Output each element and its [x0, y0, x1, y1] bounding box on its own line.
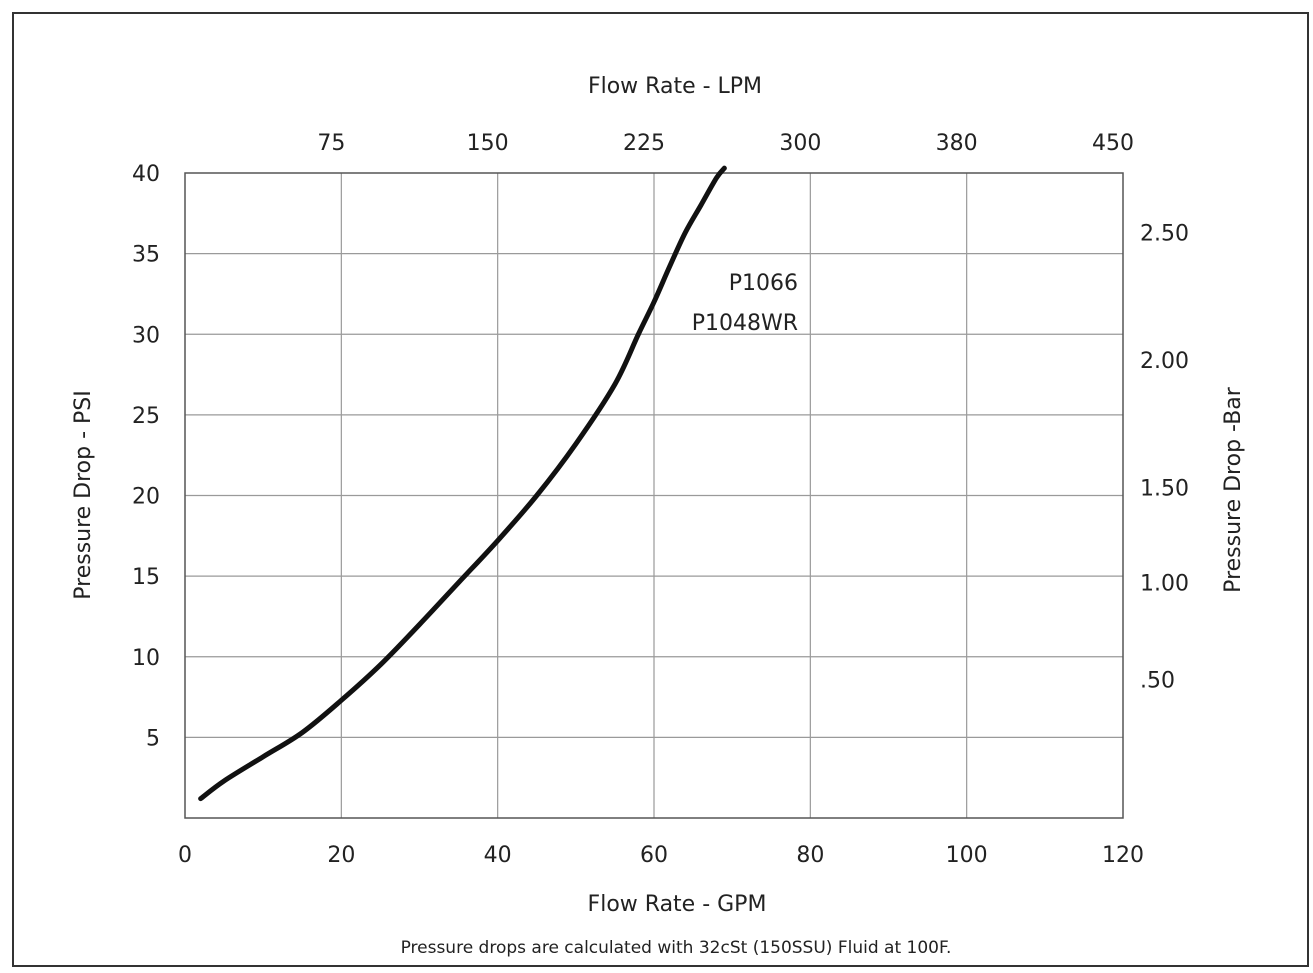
- y-tick-label: 30: [132, 323, 160, 348]
- y2-tick-label: 1.00: [1140, 572, 1189, 597]
- y2-tick-label: 2.00: [1140, 349, 1189, 374]
- series-line: [198, 165, 727, 802]
- y-axis-label: Pressure Drop - PSI: [71, 390, 96, 600]
- y2-tick-label: 2.50: [1140, 222, 1189, 247]
- y-tick-label: 20: [132, 485, 160, 510]
- x-axis-label: Flow Rate - GPM: [588, 892, 767, 917]
- y2-axis-label: Pressure Drop -Bar: [1221, 386, 1246, 593]
- y2-tick-label: .50: [1140, 668, 1175, 693]
- plot-area-border: [184, 172, 1124, 819]
- x-tick-label: 0: [178, 843, 192, 868]
- y-tick-label: 40: [132, 162, 160, 187]
- x-axis-ticks: 0 20 40 60 80 100 120: [178, 843, 1144, 868]
- footnote: Pressure drops are calculated with 32cSt…: [401, 938, 952, 958]
- chart-frame: [12, 12, 1309, 967]
- x2-tick-label: 225: [623, 131, 665, 156]
- y-tick-label: 10: [132, 646, 160, 671]
- x-tick-label: 40: [484, 843, 512, 868]
- x-tick-label: 80: [796, 843, 824, 868]
- y2-tick-label: 1.50: [1140, 476, 1189, 501]
- x2-tick-label: 150: [467, 131, 509, 156]
- y-tick-label: 5: [146, 726, 160, 751]
- x2-tick-label: 300: [779, 131, 821, 156]
- x2-tick-label: 75: [317, 131, 345, 156]
- y-tick-label: 35: [132, 243, 160, 268]
- x-tick-label: 60: [640, 843, 668, 868]
- y-tick-label: 25: [132, 404, 160, 429]
- y-axis-ticks: 5 10 15 20 25 30 35 40: [132, 162, 160, 751]
- x-tick-label: 120: [1102, 843, 1144, 868]
- y2-axis-ticks: .50 1.00 1.50 2.00 2.50: [1140, 222, 1189, 694]
- x2-tick-label: 380: [936, 131, 978, 156]
- x2-tick-label: 450: [1092, 131, 1134, 156]
- y-tick-label: 15: [132, 565, 160, 590]
- curve-label-p1048wr: P1048WR: [692, 311, 798, 336]
- x2-axis-ticks: 75 150 225 300 380 450: [317, 131, 1134, 156]
- x-tick-label: 20: [327, 843, 355, 868]
- grid: [185, 173, 1123, 818]
- x-tick-label: 100: [946, 843, 988, 868]
- curve-label-p1066: P1066: [729, 271, 798, 296]
- x2-axis-label: Flow Rate - LPM: [588, 74, 762, 99]
